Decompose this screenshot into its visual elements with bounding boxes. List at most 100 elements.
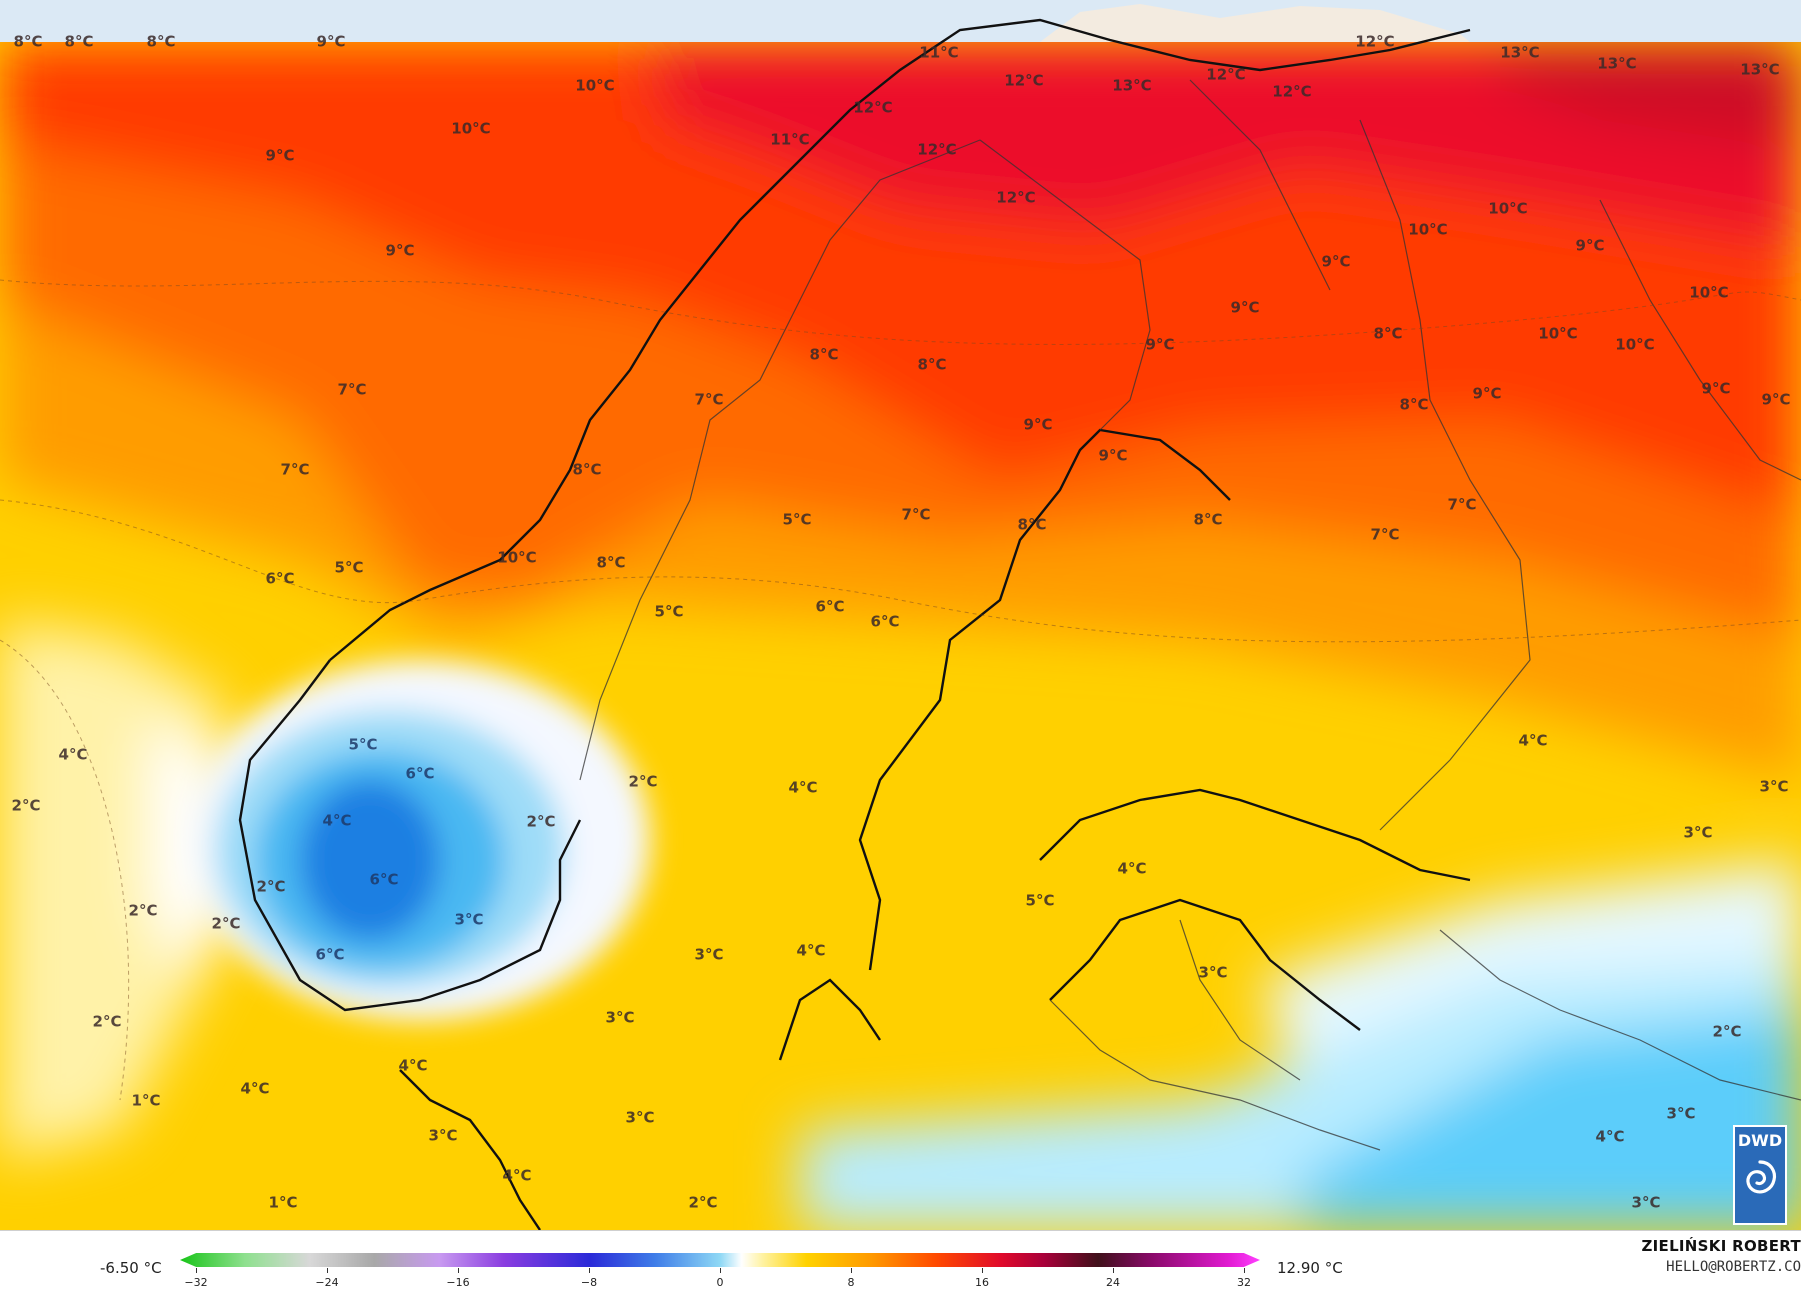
temperature-label: 4°C (1595, 1127, 1625, 1146)
scale-tick-mark (458, 1268, 459, 1273)
temperature-label: 12°C (1206, 65, 1246, 84)
temperature-label: 3°C (1631, 1193, 1661, 1212)
temperature-label: 13°C (1597, 54, 1637, 73)
temperature-label: 7°C (694, 390, 724, 409)
temperature-label: 4°C (322, 811, 352, 830)
scale-tick-mark (720, 1268, 721, 1273)
temperature-label: 5°C (334, 558, 364, 577)
temperature-label: 9°C (385, 241, 415, 260)
cold-deep (300, 780, 440, 940)
author-name: ZIELIŃSKI ROBERT (1641, 1237, 1801, 1255)
temperature-label: 10°C (1488, 199, 1528, 218)
temperature-label: 8°C (1373, 324, 1403, 343)
temperature-label: 9°C (1321, 252, 1351, 271)
temperature-label: 8°C (64, 32, 94, 51)
temperature-label: 6°C (870, 612, 900, 631)
temperature-label: 7°C (1370, 525, 1400, 544)
temperature-label: 10°C (1689, 283, 1729, 302)
author-email[interactable]: HELLO@ROBERTZ.CO (1666, 1259, 1801, 1275)
temperature-label: 3°C (605, 1008, 635, 1027)
temperature-label: 3°C (625, 1108, 655, 1127)
field-deep-crimson (1500, 40, 1801, 150)
temperature-label: 13°C (1112, 76, 1152, 95)
scale-tick-mark (327, 1268, 328, 1273)
temperature-label: 2°C (92, 1012, 122, 1031)
scale-tick-mark (1113, 1268, 1114, 1273)
scale-tick-mark (589, 1268, 590, 1273)
temperature-label: 8°C (1193, 510, 1223, 529)
temperature-label: 4°C (1117, 859, 1147, 878)
temperature-label: 3°C (694, 945, 724, 964)
temperature-label: 13°C (1740, 60, 1780, 79)
scale-tick-mark (851, 1268, 852, 1273)
temperature-label: 2°C (628, 772, 658, 791)
scale-tick-label: 0 (716, 1276, 724, 1289)
temperature-label: 12°C (996, 188, 1036, 207)
temperature-label: 9°C (1701, 379, 1731, 398)
dwd-logo: DWD (1733, 1125, 1787, 1225)
scale-tick-label: 24 (1106, 1276, 1120, 1289)
scale-tick-mark (196, 1268, 197, 1273)
temperature-label: 10°C (1615, 335, 1655, 354)
temperature-label: 6°C (315, 945, 345, 964)
temperature-map[interactable]: 8°C 8°C 8°C 9°C 10°C 11°C 12°C 13°C 12°C 12°C 12°C… (0, 0, 1801, 1230)
temperature-label: 12°C (1004, 71, 1044, 90)
isotherms (0, 279, 1801, 1101)
temperature-label: 7°C (280, 460, 310, 479)
temperature-label: 8°C (13, 32, 43, 51)
temperature-label: 4°C (1518, 731, 1548, 750)
scale-tick-label: −16 (446, 1276, 470, 1289)
temperature-label: 2°C (1712, 1022, 1742, 1041)
north-cape-land (1040, 4, 1470, 42)
dwd-logo-text: DWD (1737, 1131, 1783, 1150)
temperature-label: 8°C (809, 345, 839, 364)
temperature-label: 2°C (526, 812, 556, 831)
temperature-label: 5°C (782, 510, 812, 529)
temperature-label: 8°C (1399, 395, 1429, 414)
scale-max-label: 12.90 °C (1277, 1259, 1343, 1277)
temperature-label: 2°C (128, 901, 158, 920)
swirl-icon (1746, 1160, 1777, 1194)
temperature-label: 3°C (1759, 777, 1789, 796)
temperature-label: 3°C (1198, 963, 1228, 982)
temperature-label: 12°C (1355, 32, 1395, 51)
temperature-label: 2°C (11, 796, 41, 815)
temperature-label: 6°C (815, 597, 845, 616)
temperature-label: 3°C (454, 910, 484, 929)
temperature-label: 5°C (1025, 891, 1055, 910)
temperature-label: 10°C (1408, 220, 1448, 239)
temperature-label: 10°C (497, 548, 537, 567)
temperature-label: 3°C (1683, 823, 1713, 842)
temperature-label: 7°C (1447, 495, 1477, 514)
sky-strip (0, 0, 1801, 42)
temperature-label: 10°C (575, 76, 615, 95)
temperature-label: 7°C (337, 380, 367, 399)
temperature-label: 12°C (1272, 82, 1312, 101)
scale-tick-label: −8 (580, 1276, 598, 1289)
temperature-label: 2°C (688, 1193, 718, 1212)
field-blue-east (1300, 1010, 1801, 1230)
scale-tick-label: −24 (315, 1276, 339, 1289)
temperature-label: 8°C (596, 553, 626, 572)
temperature-label: 2°C (256, 877, 286, 896)
temperature-label: 13°C (1500, 43, 1540, 62)
temperature-label: 1°C (131, 1091, 161, 1110)
temperature-label: 8°C (1017, 515, 1047, 534)
temperature-label: 9°C (1761, 390, 1791, 409)
legend-footer: -6.50 °C 12.90 °C −32 −24 −16 −8 0 8 16 24 32 ZI… (0, 1230, 1801, 1289)
temperature-label: 8°C (572, 460, 602, 479)
scale-tick-mark (982, 1268, 983, 1273)
temperature-label: 5°C (348, 735, 378, 754)
temperature-label: 9°C (1098, 446, 1128, 465)
scale-tick-label: 8 (847, 1276, 855, 1289)
temperature-label: 5°C (654, 602, 684, 621)
temperature-label: 9°C (1472, 384, 1502, 403)
scale-tick-label: −32 (184, 1276, 208, 1289)
scale-tick-label: 32 (1237, 1276, 1251, 1289)
scale-tick-label: 16 (975, 1276, 989, 1289)
temperature-label: 4°C (502, 1166, 532, 1185)
temperature-label: 9°C (265, 146, 295, 165)
temperature-label: 10°C (1538, 324, 1578, 343)
temperature-label: 9°C (1145, 335, 1175, 354)
temperature-label: 4°C (240, 1079, 270, 1098)
